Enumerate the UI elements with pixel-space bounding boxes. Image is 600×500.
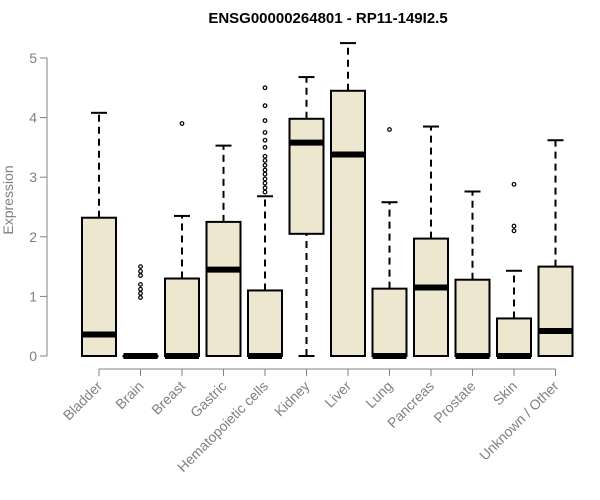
box-7: [371, 127, 408, 359]
y-tick-label: 0: [29, 348, 37, 364]
outlier-point: [262, 167, 268, 173]
outlier-point: [387, 127, 392, 132]
outlier-point: [262, 85, 268, 91]
outlier-point: [511, 228, 517, 234]
outlier-point: [262, 185, 268, 191]
box-body: [247, 289, 283, 357]
y-axis: 0 1 2 3 4 5: [29, 50, 48, 364]
y-tick-label: 3: [29, 169, 37, 185]
y-axis-label: Expression: [0, 165, 16, 234]
outlier-point: [138, 264, 143, 270]
outlier-point: [262, 171, 268, 177]
y-tick-label: 1: [29, 288, 37, 304]
box-body: [537, 265, 574, 358]
outlier-point: [138, 291, 143, 296]
box-1: [122, 264, 159, 359]
outlier-point: [511, 223, 517, 229]
outlier-point: [138, 282, 143, 287]
outlier-point: [138, 286, 143, 292]
box-11: [537, 139, 574, 358]
outlier-point: [262, 158, 268, 163]
y-tick-label: 5: [29, 50, 37, 66]
box-3: [205, 144, 242, 357]
box-body: [496, 317, 532, 357]
boxes-group: [81, 42, 574, 359]
box-2: [164, 121, 200, 359]
x-tick-label: Lung: [362, 378, 395, 411]
box-body: [288, 117, 325, 235]
outlier-point: [262, 144, 268, 150]
outlier-point: [262, 130, 268, 135]
outlier-point: [511, 181, 517, 187]
outlier-point: [262, 137, 268, 143]
box-6: [330, 42, 366, 357]
y-tick-label: 2: [29, 229, 37, 245]
x-tick-label: Unknown / Other: [476, 378, 562, 464]
outlier-point: [262, 162, 268, 168]
box-body: [164, 277, 200, 357]
box-body: [454, 278, 491, 358]
x-tick-label: Brain: [112, 378, 146, 412]
outlier-point: [262, 153, 268, 159]
box-8: [413, 125, 449, 357]
outlier-point: [138, 295, 143, 300]
chart-title: ENSG00000264801 - RP11-149I2.5: [208, 10, 447, 27]
box-0: [81, 111, 117, 357]
x-tick-label: Prostate: [430, 378, 478, 426]
outlier-point: [262, 103, 268, 109]
outlier-point: [179, 121, 185, 126]
box-body: [371, 287, 408, 358]
outlier-point: [138, 273, 143, 278]
x-tick-label: Kidney: [271, 378, 313, 420]
y-tick-label: 4: [29, 110, 37, 126]
x-tick-label: Breast: [148, 378, 188, 418]
outlier-point: [262, 189, 268, 195]
box-4: [247, 85, 283, 359]
box-9: [454, 190, 491, 359]
box-body: [330, 89, 366, 357]
x-tick-label: Liver: [321, 378, 354, 411]
outlier-point: [262, 180, 268, 186]
outlier-point: [262, 118, 268, 123]
outlier-point: [138, 268, 143, 274]
x-tick-label: Bladder: [60, 378, 106, 424]
outlier-point: [262, 176, 268, 182]
box-10: [496, 181, 532, 359]
box-body: [205, 220, 242, 357]
box-5: [288, 76, 325, 357]
x-tick-label: Skin: [490, 378, 521, 409]
box-body: [413, 237, 449, 357]
